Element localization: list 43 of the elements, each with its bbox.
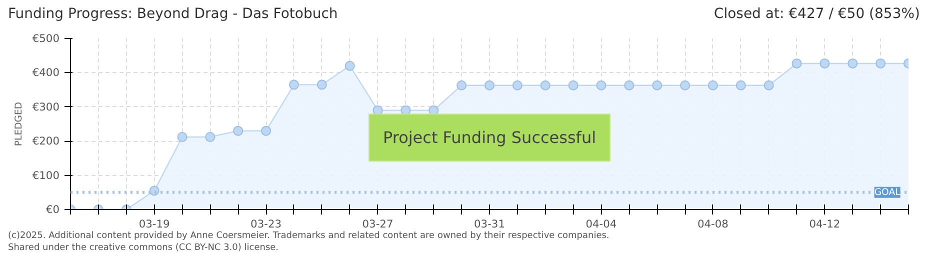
- chart-subtitle: Closed at: €427 / €50 (853%): [714, 5, 920, 24]
- y-tick-label: €400: [32, 66, 60, 80]
- text: Shared under the creative commons (CC BY-NC 3.0) license.: [8, 243, 279, 253]
- point: [876, 58, 886, 68]
- x-tick-label: 04-04: [586, 218, 617, 230]
- point: [540, 80, 550, 90]
- x-tick-label: 04-12: [809, 218, 840, 230]
- point: [288, 80, 299, 90]
- point: [708, 80, 718, 90]
- x-tick-label: 03-27: [362, 218, 394, 230]
- point: [624, 80, 634, 90]
- y-tick-label: €300: [32, 100, 60, 114]
- y-tick-label: €200: [32, 134, 60, 148]
- y-tick-label: €0: [46, 203, 60, 216]
- y-axis-title: PLEDGED: [13, 102, 24, 146]
- x-tick-label: 03-19: [138, 218, 170, 230]
- point: [792, 58, 802, 68]
- point: [456, 80, 467, 90]
- text: (c)2025. Additional content provided by Anne Coersmeier. Trademarks and related content are owned by their respective companies.: [8, 231, 610, 241]
- point: [764, 80, 774, 90]
- point: [344, 60, 355, 71]
- ref-line-label: GOAL: [874, 186, 902, 198]
- point: [736, 80, 746, 90]
- y-tick-label: €500: [32, 32, 60, 45]
- point: [680, 80, 690, 90]
- point: [568, 80, 578, 90]
- point: [512, 80, 522, 90]
- point: [261, 126, 272, 136]
- point: [233, 126, 244, 136]
- chart-title: Funding Progress: Beyond Drag - Das Fotobuch: [8, 5, 338, 24]
- point: [596, 80, 606, 90]
- y-tick-label: €100: [32, 168, 60, 182]
- point: [205, 132, 216, 142]
- annotation: Project Funding Successful: [382, 128, 596, 148]
- point: [484, 80, 494, 90]
- x-tick-label: 04-08: [697, 218, 729, 230]
- point: [316, 80, 327, 90]
- point: [652, 80, 662, 90]
- point: [848, 58, 858, 68]
- point: [820, 58, 830, 68]
- point: [177, 132, 188, 142]
- x-tick-label: 03-23: [250, 218, 282, 230]
- x-tick-label: 03-31: [474, 218, 505, 230]
